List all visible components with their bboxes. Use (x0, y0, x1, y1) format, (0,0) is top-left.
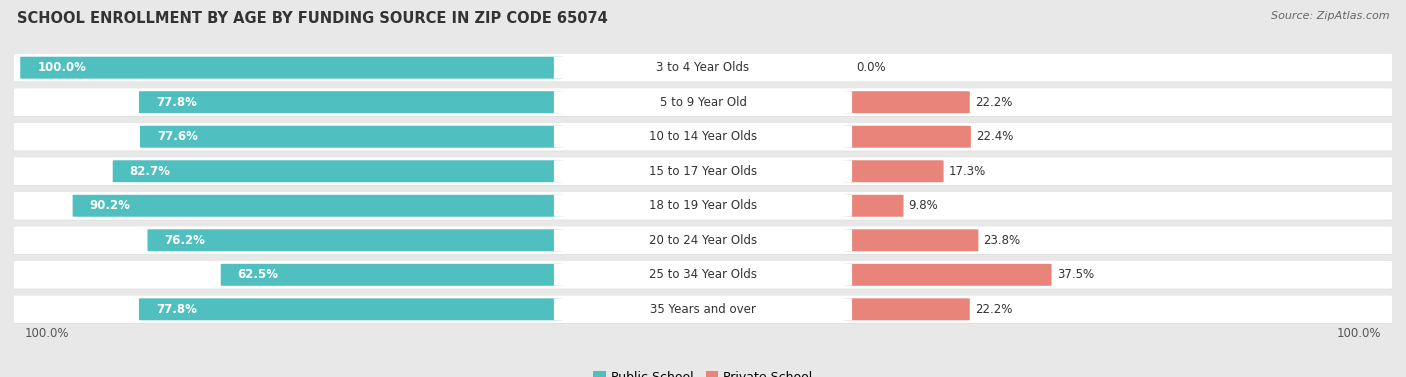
FancyBboxPatch shape (11, 261, 1395, 289)
FancyBboxPatch shape (8, 192, 1398, 220)
Text: 82.7%: 82.7% (129, 165, 170, 178)
Text: 23.8%: 23.8% (983, 234, 1021, 247)
Text: 77.8%: 77.8% (156, 96, 197, 109)
FancyBboxPatch shape (842, 126, 972, 148)
FancyBboxPatch shape (73, 195, 564, 217)
Text: 62.5%: 62.5% (238, 268, 278, 281)
FancyBboxPatch shape (8, 54, 1398, 82)
FancyBboxPatch shape (554, 229, 852, 251)
FancyBboxPatch shape (8, 226, 1398, 255)
Text: 15 to 17 Year Olds: 15 to 17 Year Olds (650, 165, 756, 178)
Text: 18 to 19 Year Olds: 18 to 19 Year Olds (650, 199, 756, 212)
Legend: Public School, Private School: Public School, Private School (588, 366, 818, 377)
FancyBboxPatch shape (11, 295, 1395, 323)
FancyBboxPatch shape (554, 126, 852, 148)
FancyBboxPatch shape (8, 295, 1398, 324)
Text: 22.2%: 22.2% (974, 96, 1012, 109)
FancyBboxPatch shape (554, 160, 852, 182)
FancyBboxPatch shape (139, 91, 564, 113)
Text: 5 to 9 Year Old: 5 to 9 Year Old (659, 96, 747, 109)
FancyBboxPatch shape (554, 91, 852, 113)
Text: 25 to 34 Year Olds: 25 to 34 Year Olds (650, 268, 756, 281)
Text: Source: ZipAtlas.com: Source: ZipAtlas.com (1271, 11, 1389, 21)
Text: 100.0%: 100.0% (37, 61, 86, 74)
FancyBboxPatch shape (842, 298, 970, 320)
Text: 77.6%: 77.6% (157, 130, 198, 143)
Text: 37.5%: 37.5% (1057, 268, 1094, 281)
FancyBboxPatch shape (11, 54, 1395, 82)
FancyBboxPatch shape (221, 264, 564, 286)
Text: 76.2%: 76.2% (165, 234, 205, 247)
FancyBboxPatch shape (148, 229, 564, 251)
FancyBboxPatch shape (112, 160, 564, 182)
FancyBboxPatch shape (842, 160, 943, 182)
Text: 17.3%: 17.3% (949, 165, 986, 178)
Text: 3 to 4 Year Olds: 3 to 4 Year Olds (657, 61, 749, 74)
Text: 100.0%: 100.0% (1337, 327, 1382, 340)
FancyBboxPatch shape (11, 226, 1395, 254)
FancyBboxPatch shape (554, 195, 852, 217)
Text: 20 to 24 Year Olds: 20 to 24 Year Olds (650, 234, 756, 247)
FancyBboxPatch shape (139, 298, 564, 320)
FancyBboxPatch shape (8, 261, 1398, 289)
FancyBboxPatch shape (842, 91, 970, 113)
Text: 10 to 14 Year Olds: 10 to 14 Year Olds (650, 130, 756, 143)
FancyBboxPatch shape (842, 195, 904, 217)
FancyBboxPatch shape (554, 264, 852, 286)
Text: 0.0%: 0.0% (856, 61, 886, 74)
FancyBboxPatch shape (8, 157, 1398, 185)
FancyBboxPatch shape (11, 88, 1395, 116)
FancyBboxPatch shape (11, 192, 1395, 220)
FancyBboxPatch shape (842, 229, 979, 251)
Text: 77.8%: 77.8% (156, 303, 197, 316)
FancyBboxPatch shape (8, 88, 1398, 116)
FancyBboxPatch shape (20, 57, 564, 79)
FancyBboxPatch shape (842, 264, 1052, 286)
Text: 9.8%: 9.8% (908, 199, 938, 212)
FancyBboxPatch shape (554, 57, 852, 79)
FancyBboxPatch shape (11, 123, 1395, 151)
Text: SCHOOL ENROLLMENT BY AGE BY FUNDING SOURCE IN ZIP CODE 65074: SCHOOL ENROLLMENT BY AGE BY FUNDING SOUR… (17, 11, 607, 26)
FancyBboxPatch shape (141, 126, 564, 148)
Text: 100.0%: 100.0% (24, 327, 69, 340)
Text: 22.2%: 22.2% (974, 303, 1012, 316)
FancyBboxPatch shape (8, 123, 1398, 151)
Text: 90.2%: 90.2% (90, 199, 131, 212)
Text: 22.4%: 22.4% (976, 130, 1014, 143)
FancyBboxPatch shape (554, 298, 852, 320)
Text: 35 Years and over: 35 Years and over (650, 303, 756, 316)
FancyBboxPatch shape (11, 157, 1395, 185)
